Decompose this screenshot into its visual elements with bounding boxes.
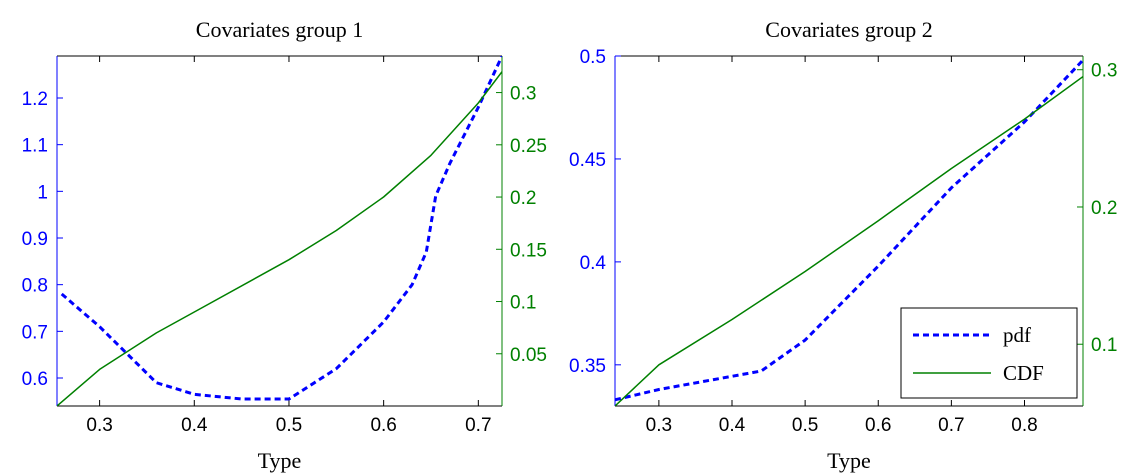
- legend-label-pdf: pdf: [1003, 323, 1031, 347]
- chart-title: Covariates group 2: [765, 17, 932, 42]
- legend-label-cdf: CDF: [1003, 361, 1044, 385]
- y-left-tick-label: 0.4: [580, 253, 607, 274]
- y-left-tick-label: 1.2: [22, 89, 48, 110]
- y-right-tick-label: 0.2: [510, 188, 536, 209]
- x-tick-label: 0.7: [938, 415, 964, 436]
- x-tick-label: 0.3: [646, 415, 672, 436]
- series-line-cdf: [615, 75, 1083, 406]
- x-tick-label: 0.5: [792, 415, 818, 436]
- x-tick-label: 0.4: [719, 415, 746, 436]
- y-left-tick-label: 1.1: [22, 136, 48, 157]
- y-left-tick-label: 0.7: [22, 322, 48, 343]
- x-tick-label: 0.4: [181, 415, 208, 436]
- y-left-tick-label: 0.35: [569, 356, 606, 377]
- series-line-cdf: [57, 71, 502, 406]
- y-right-tick-label: 0.15: [510, 240, 547, 261]
- chart-title: Covariates group 1: [196, 17, 363, 42]
- chart-panel-2: Covariates group 2 0.3 0.4 0.5 0.6 0.7 0.8 0.35…: [569, 17, 1117, 473]
- chart-panel-1: Covariates group 1 0.3 0.4 0.5 0.6 0.7 0.6 0.7 0…: [22, 17, 547, 473]
- series-line-pdf: [60, 56, 502, 401]
- x-axis-label: Type: [258, 448, 302, 473]
- y-left-tick-label: 0.6: [22, 369, 48, 390]
- y-right-tick-label: 0.1: [1091, 335, 1117, 356]
- series-line-pdf: [615, 59, 1083, 402]
- x-tick-label: 0.5: [276, 415, 302, 436]
- y-right-tick-label: 0.1: [510, 293, 536, 314]
- x-tick-label: 0.3: [86, 415, 112, 436]
- y-right-tick-label: 0.05: [510, 345, 547, 366]
- legend: pdf CDF: [900, 307, 1078, 399]
- x-tick-label: 0.6: [370, 415, 396, 436]
- y-left-tick-label: 1: [37, 182, 48, 203]
- y-right-tick-label: 0.25: [510, 136, 547, 157]
- y-left-tick-label: 0.5: [580, 47, 606, 68]
- y-left-tick-label: 0.8: [22, 276, 48, 297]
- x-tick-label: 0.7: [465, 415, 491, 436]
- y-right-tick-label: 0.2: [1091, 198, 1117, 219]
- x-axis-label: Type: [827, 448, 871, 473]
- y-left-tick-label: 0.45: [569, 150, 606, 171]
- y-right-tick-label: 0.3: [1091, 61, 1117, 82]
- y-right-tick-label: 0.3: [510, 84, 536, 105]
- x-tick-label: 0.8: [1011, 415, 1037, 436]
- y-left-tick-label: 0.9: [22, 229, 48, 250]
- legend-box: [900, 307, 1078, 399]
- x-tick-label: 0.6: [865, 415, 891, 436]
